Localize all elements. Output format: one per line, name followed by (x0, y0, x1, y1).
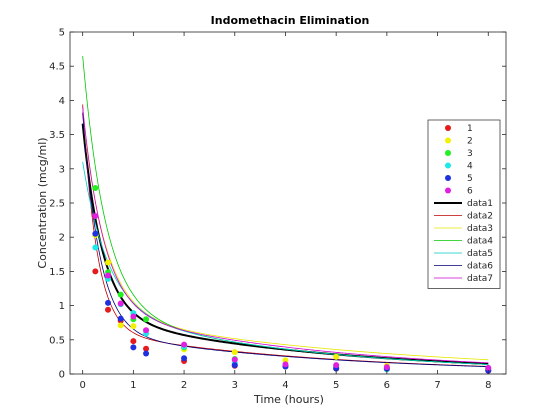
data-point-series-3 (117, 291, 124, 298)
x-axis-label: Time (hours) (253, 393, 324, 406)
data-point-series-5 (143, 350, 150, 357)
y-tick-label: 4.5 (49, 62, 65, 73)
legend-label-data4: data4 (467, 237, 493, 247)
data-point-series-2 (130, 323, 137, 330)
y-tick-label: 0.5 (49, 335, 65, 346)
axis-ticks: 0 1 2 3 4 5 6 7 8 0 0.5 1 1.5 2 2.5 3 3.5 4 4.5 5 (49, 28, 506, 391)
legend-label-data1: data1 (467, 199, 493, 209)
legend: 1 2 3 4 5 6 data1 data2 data3 data4 data5 data6 data… (427, 119, 501, 289)
x-tick-label: 4 (282, 380, 288, 391)
legend-marker-6 (445, 187, 451, 194)
data-point-series-6 (130, 313, 137, 320)
data-point-series-5 (231, 362, 238, 369)
x-tick-label: 1 (130, 380, 136, 391)
data-point-series-5 (130, 344, 137, 351)
data-point-series-6 (485, 364, 492, 371)
data-point-series-2 (117, 322, 124, 329)
legend-label-6: 6 (467, 187, 473, 197)
y-tick-label: 2 (59, 233, 65, 244)
y-tick-label: 0 (59, 370, 65, 381)
legend-marker-2 (445, 137, 451, 144)
data-point-series-6 (333, 362, 340, 369)
legend-label-1: 1 (467, 124, 473, 134)
data-point-series-6 (117, 300, 124, 307)
legend-label-4: 4 (467, 162, 473, 172)
y-axis-label: Concentration (mcg/ml) (36, 137, 49, 268)
y-tick-label: 5 (59, 28, 65, 39)
y-tick-label: 4 (59, 96, 65, 107)
fit-line-data7 (82, 107, 489, 364)
data-point-series-6 (105, 272, 112, 279)
data-point-series-1 (143, 345, 150, 352)
x-tick-label: 7 (434, 380, 440, 391)
y-tick-label: 1.5 (49, 267, 65, 278)
fit-line-data6 (82, 112, 489, 368)
fit-line-data1 (81, 123, 489, 365)
data-point-series-5 (92, 230, 99, 237)
legend-label-data3: data3 (467, 224, 493, 234)
data-point-series-6 (231, 356, 238, 363)
legend-label-2: 2 (467, 137, 473, 147)
data-point-series-4 (92, 244, 99, 251)
legend-label-3: 3 (467, 149, 473, 159)
data-point-series-5 (181, 355, 188, 362)
data-point-series-2 (333, 353, 340, 360)
data-point-series-5 (105, 299, 112, 306)
legend-label-data7: data7 (467, 274, 493, 284)
fit-line-data5 (82, 161, 489, 365)
y-tick-label: 2.5 (49, 199, 65, 210)
x-tick-label: 0 (79, 380, 85, 391)
data-point-series-1 (92, 268, 99, 275)
data-point-series-6 (143, 327, 150, 334)
legend-marker-4 (445, 162, 451, 169)
data-point-series-2 (105, 259, 112, 266)
fit-lines (81, 55, 489, 368)
y-tick-label: 1 (59, 301, 65, 312)
data-point-series-6 (383, 364, 390, 371)
legend-marker-5 (445, 175, 451, 181)
data-point-series-6 (181, 341, 188, 348)
fit-line-data3 (82, 115, 489, 361)
data-point-series-3 (143, 316, 150, 323)
y-tick-label: 3.5 (49, 130, 65, 141)
data-point-series-3 (92, 184, 99, 191)
data-point-series-2 (231, 349, 238, 356)
x-tick-label: 3 (232, 380, 238, 391)
x-tick-label: 5 (333, 380, 339, 391)
legend-marker-3 (445, 150, 451, 156)
legend-label-data5: data5 (467, 249, 493, 259)
legend-box (427, 119, 501, 289)
data-point-series-6 (282, 361, 289, 368)
legend-label-data6: data6 (467, 262, 493, 272)
x-tick-label: 8 (485, 380, 491, 391)
y-tick-label: 3 (59, 164, 65, 175)
legend-label-5: 5 (467, 174, 473, 184)
data-point-series-5 (117, 315, 124, 322)
chart-title: Indomethacin Elimination (211, 14, 370, 27)
legend-label-data2: data2 (467, 212, 493, 222)
x-tick-label: 6 (384, 380, 390, 391)
data-point-series-1 (105, 306, 112, 313)
data-point-series-1 (130, 338, 137, 345)
data-point-series-2 (282, 357, 289, 364)
data-point-series-6 (92, 213, 99, 219)
x-tick-label: 2 (181, 380, 187, 391)
legend-marker-1 (445, 125, 451, 131)
